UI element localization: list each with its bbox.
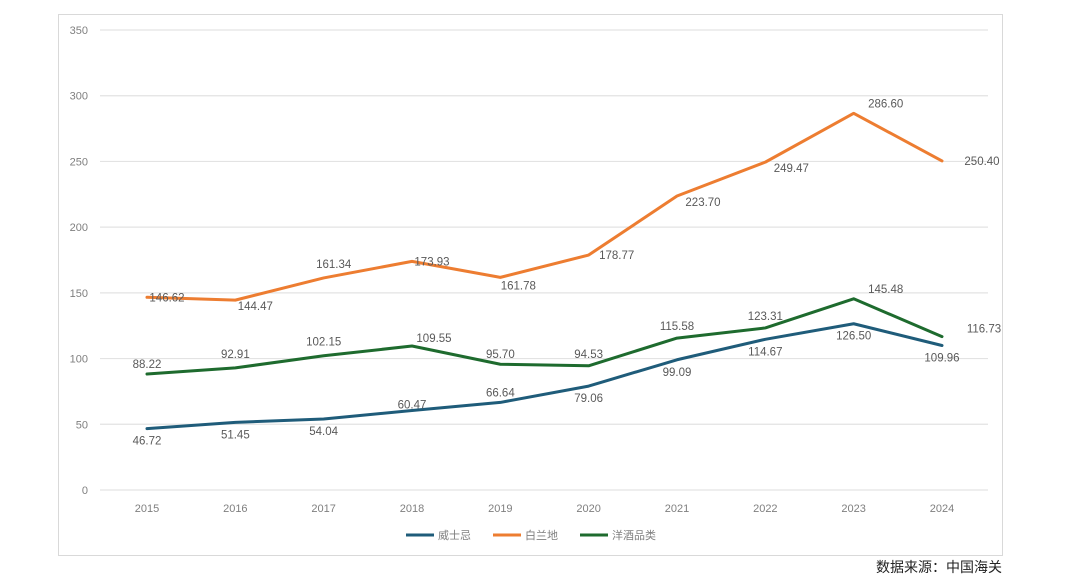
x-tick-label: 2018 — [400, 503, 424, 515]
data-label: 178.77 — [599, 250, 634, 262]
data-label: 223.70 — [685, 197, 720, 209]
x-tick-label: 2020 — [576, 503, 600, 515]
data-label: 250.40 — [964, 156, 999, 168]
data-label: 126.50 — [836, 331, 871, 343]
legend-label: 洋酒品类 — [612, 528, 656, 542]
data-label: 54.04 — [309, 426, 338, 438]
data-label: 249.47 — [774, 163, 809, 175]
series-line-2 — [145, 111, 944, 302]
data-label: 146.62 — [149, 292, 184, 304]
data-label: 109.55 — [416, 333, 451, 345]
data-label: 51.45 — [221, 429, 250, 441]
x-tick-label: 2022 — [753, 503, 777, 515]
y-tick-label: 250 — [70, 156, 88, 168]
chart-frame — [58, 14, 1003, 556]
y-tick-label: 0 — [82, 485, 88, 497]
legend-label: 白兰地 — [525, 528, 558, 542]
data-label: 66.64 — [486, 387, 515, 399]
data-label: 99.09 — [663, 367, 692, 379]
x-tick-label: 2021 — [665, 503, 689, 515]
data-label: 92.91 — [221, 349, 250, 361]
data-label: 46.72 — [133, 436, 162, 448]
data-label: 123.31 — [748, 311, 783, 323]
legend-label: 威士忌 — [438, 529, 471, 542]
data-label: 144.47 — [238, 301, 273, 313]
data-label: 145.48 — [868, 284, 903, 296]
x-tick-label: 2016 — [223, 503, 247, 515]
data-label: 94.53 — [574, 349, 603, 361]
y-tick-label: 100 — [70, 354, 88, 366]
gridlines — [100, 29, 988, 491]
x-axis-ticks: 2015 2016 2017 2018 2019 2020 2021 2022 2023 2024 — [135, 503, 954, 515]
data-label: 173.93 — [414, 256, 449, 268]
data-label: 60.47 — [398, 400, 427, 412]
y-tick-label: 300 — [70, 91, 88, 103]
series-line-3 — [145, 297, 944, 376]
data-label: 79.06 — [574, 393, 603, 405]
legend: 威士忌 白兰地 洋酒品类 — [406, 528, 656, 542]
data-labels: 46.72 51.45 54.04 60.47 66.64 79.06 99.09 114.6… — [133, 98, 1002, 447]
data-label: 88.22 — [133, 359, 162, 371]
series-line-1 — [145, 322, 944, 431]
x-tick-label: 2024 — [930, 503, 954, 515]
data-label: 114.67 — [748, 346, 782, 358]
data-label: 95.70 — [486, 349, 515, 361]
data-label: 102.15 — [306, 337, 341, 349]
y-tick-label: 50 — [76, 419, 88, 431]
series-lines — [145, 111, 944, 431]
x-tick-label: 2023 — [841, 503, 865, 515]
y-tick-label: 150 — [70, 288, 88, 300]
data-label: 115.58 — [660, 321, 694, 333]
data-label: 109.96 — [924, 352, 959, 364]
x-tick-label: 2019 — [488, 503, 512, 515]
x-tick-label: 2017 — [311, 503, 335, 515]
y-tick-label: 200 — [70, 222, 88, 234]
data-label: 116.73 — [967, 324, 1001, 336]
data-label: 161.78 — [501, 280, 536, 292]
y-axis-ticks: 0 50 100 150 200 250 300 350 — [70, 25, 88, 497]
source-note: 数据来源：中国海关 — [876, 560, 1002, 576]
data-label: 161.34 — [316, 259, 352, 271]
y-tick-label: 350 — [70, 25, 88, 37]
x-tick-label: 2015 — [135, 503, 159, 515]
data-label: 286.60 — [868, 98, 903, 110]
